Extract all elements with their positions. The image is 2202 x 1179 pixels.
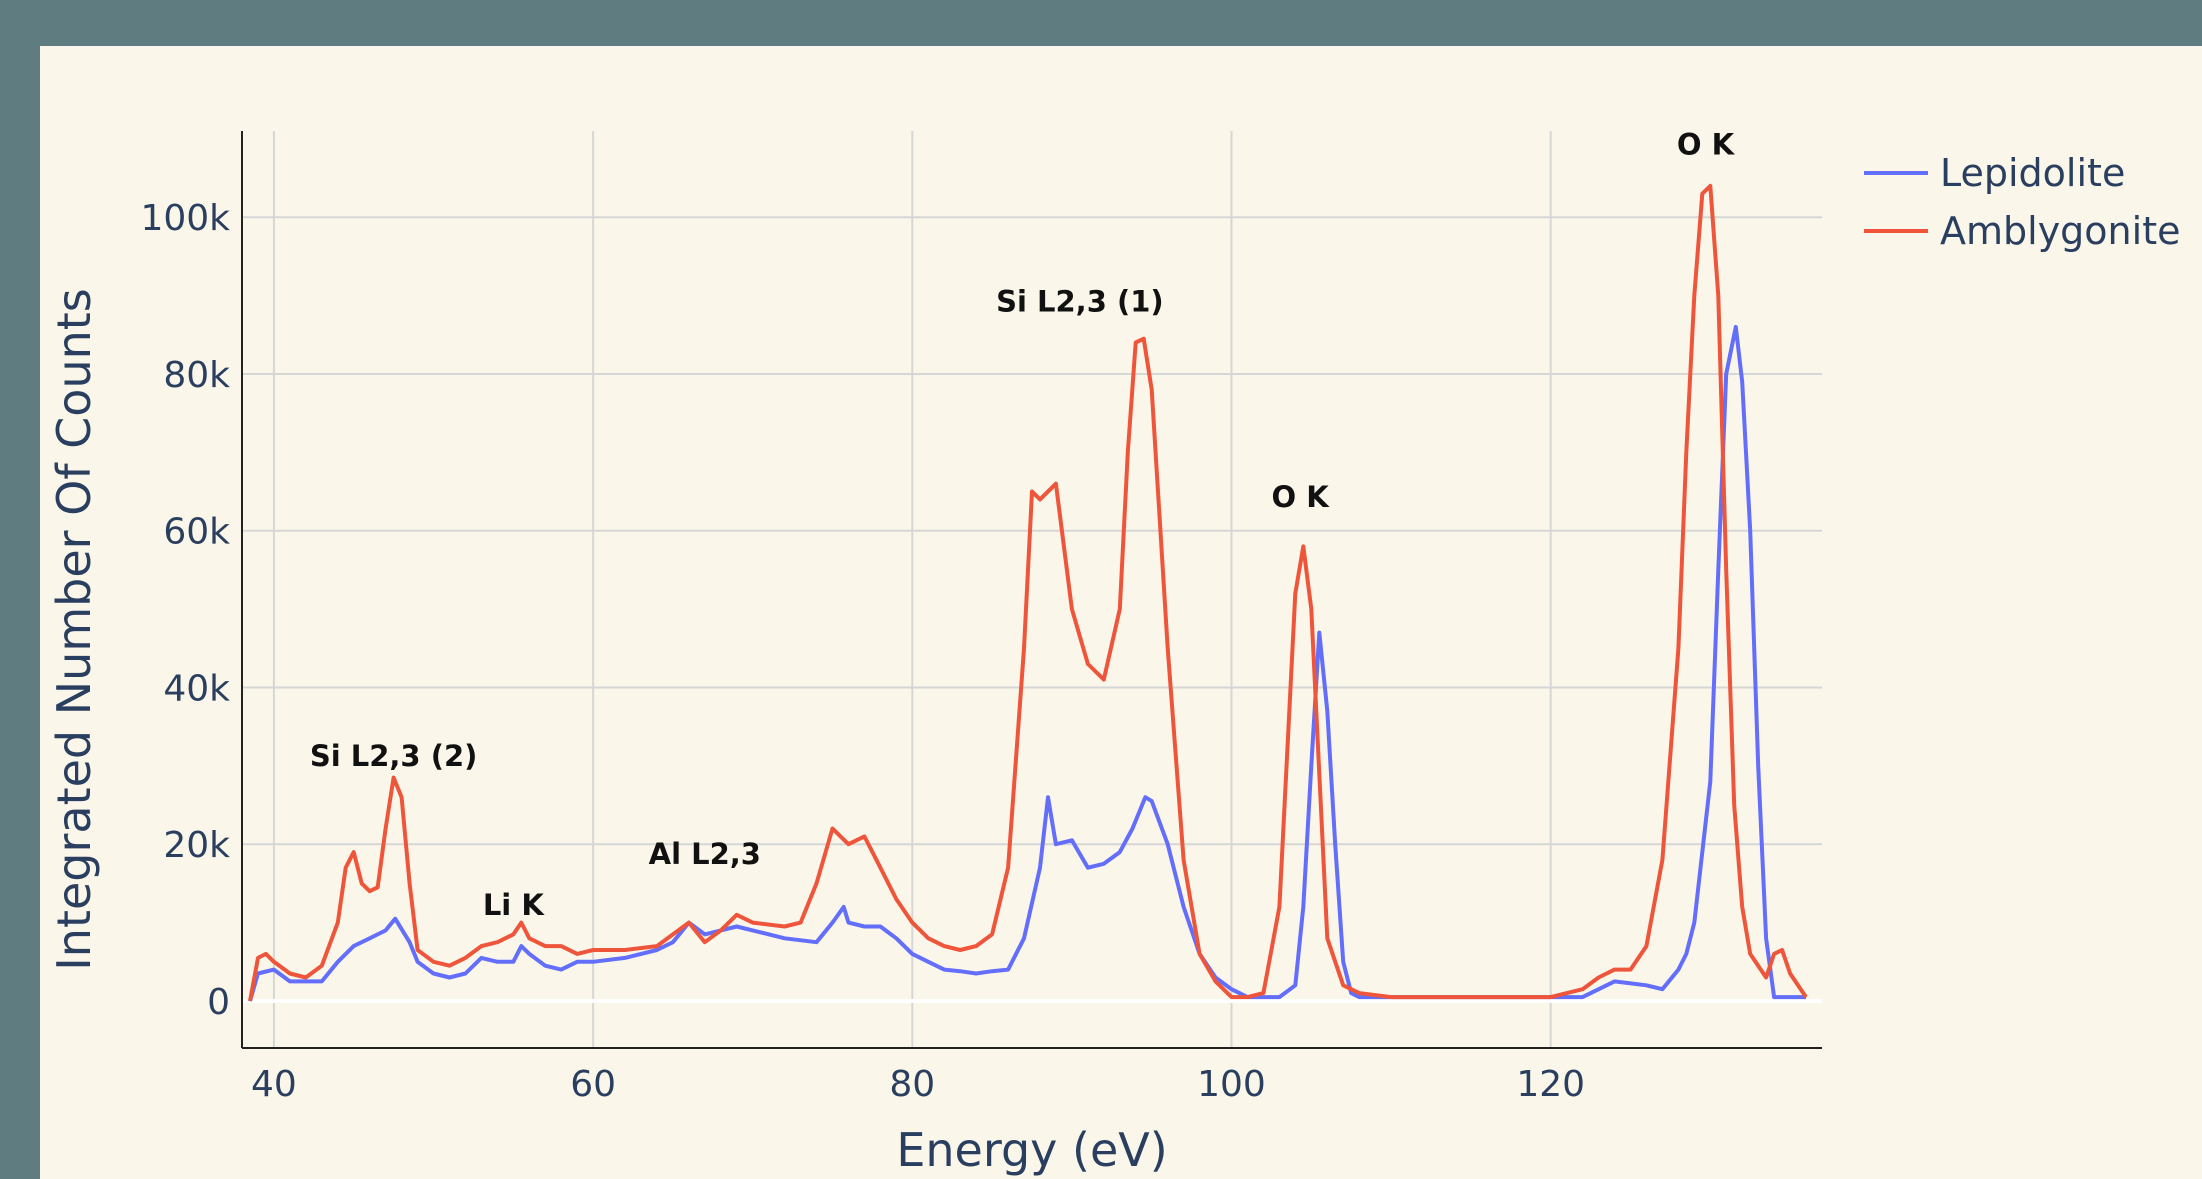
peak-annotation: Li K — [483, 888, 546, 922]
legend-label: Amblygonite — [1940, 209, 2180, 253]
x-tick-label: 80 — [889, 1064, 935, 1105]
y-tick-label: 60k — [163, 512, 230, 553]
y-tick-label: 40k — [163, 668, 230, 709]
legend-item-amblygonite[interactable]: Amblygonite — [1864, 209, 2180, 253]
peak-annotation: O K — [1272, 480, 1331, 514]
y-axis-title: Integrated Number Of Counts — [47, 288, 101, 971]
x-tick-label: 60 — [570, 1064, 616, 1105]
annotations: Si L2,3 (2) Li K Al L2,3 Si L2,3 (1) O K O K — [310, 128, 1736, 922]
tick-labels: 40 60 80 100 120 0 20k 40k 60k 80k 100k — [140, 198, 1585, 1105]
x-axis-title: Energy (eV) — [896, 1123, 1167, 1177]
y-tick-label: 100k — [140, 198, 230, 239]
series-line-amblygonite — [248, 183, 1808, 1002]
x-tick-label: 120 — [1516, 1064, 1585, 1105]
series-group — [248, 183, 1808, 1002]
legend-label: Lepidolite — [1940, 151, 2125, 195]
series-line-lepidolite — [248, 324, 1806, 1002]
peak-annotation: Si L2,3 (1) — [996, 284, 1164, 318]
y-tick-label: 0 — [207, 982, 230, 1023]
legend[interactable]: Lepidolite Amblygonite — [1864, 151, 2180, 253]
peak-annotation: O K — [1677, 128, 1736, 162]
x-tick-label: 40 — [251, 1064, 297, 1105]
axes — [241, 131, 1822, 1049]
y-tick-label: 80k — [163, 355, 230, 396]
x-tick-label: 100 — [1197, 1064, 1266, 1105]
chart-svg: Si L2,3 (2)Li KAl L2,3Si L2,3 (1)O KO K … — [47, 128, 2180, 1177]
peak-annotation: Si L2,3 (2) — [310, 739, 478, 773]
legend-item-lepidolite[interactable]: Lepidolite — [1864, 151, 2125, 195]
peak-annotation: Al L2,3 — [649, 837, 761, 871]
y-tick-label: 20k — [163, 825, 230, 866]
